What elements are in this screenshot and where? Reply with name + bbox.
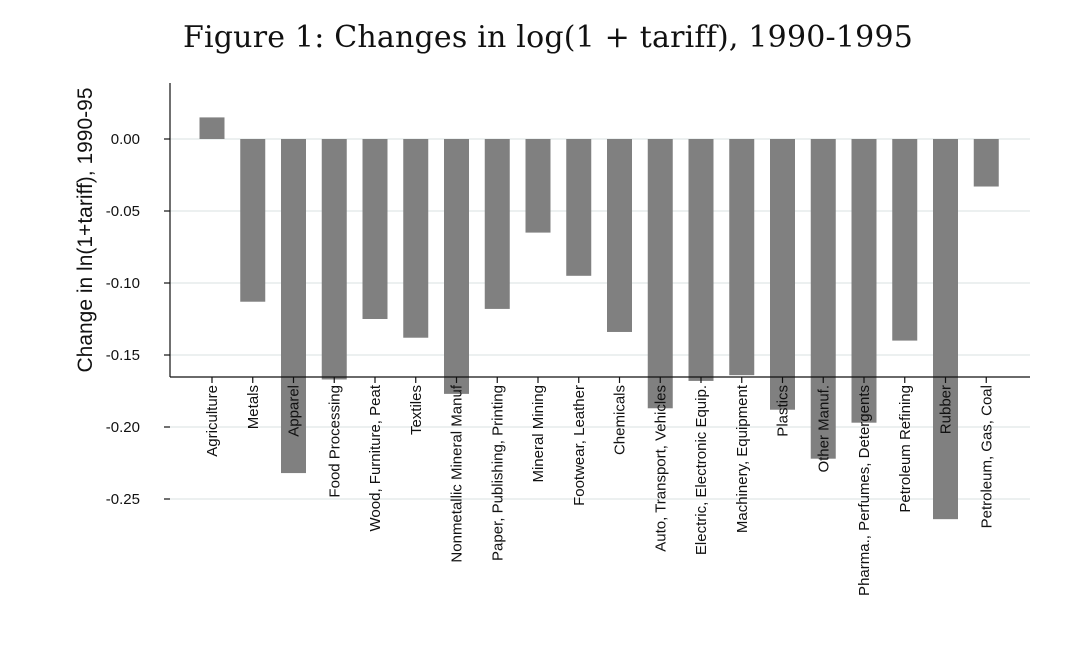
bar: [199, 117, 225, 139]
y-tick-label: 0.00: [111, 131, 140, 148]
bar: [851, 139, 877, 423]
bar: [770, 139, 795, 410]
bar: [729, 139, 755, 376]
bar: [810, 139, 836, 459]
bar: [933, 139, 958, 520]
x-tick-label: Chemicals: [612, 385, 629, 455]
x-tick-label: Petroleum Refining: [897, 385, 914, 513]
bar: [525, 139, 551, 233]
axes: [169, 83, 1030, 378]
y-ticks: 0.00 -0.05 -0.10 -0.15 -0.20 -0.25: [106, 131, 170, 508]
x-tick-label: Electric, Electronic Equip.: [693, 385, 710, 555]
bars: [199, 117, 999, 520]
chart-title: Figure 1: Changes in log(1 + tariff), 19…: [182, 20, 914, 55]
x-tick-label: Apparel: [286, 385, 303, 437]
x-tick-label: Agriculture: [204, 385, 221, 457]
bar: [240, 139, 266, 302]
bar: [444, 139, 469, 394]
x-tick-label: Paper, Publishing, Printing: [489, 385, 506, 561]
x-tick-label: Metals: [245, 385, 262, 429]
y-tick-label: -0.20: [106, 419, 140, 436]
x-tick-label: Pharma., Perfumes, Detergents: [856, 385, 873, 596]
bar: [607, 139, 632, 332]
x-tick-label: Mineral Mining: [530, 385, 547, 483]
y-tick-label: -0.05: [106, 203, 140, 220]
y-tick-label: -0.25: [106, 491, 140, 508]
bar: [281, 139, 306, 474]
x-tick-label: Food Processing: [326, 385, 343, 498]
bar: [403, 139, 429, 338]
x-tick-label: Footwear, Leather: [571, 385, 588, 506]
y-tick-label: -0.10: [106, 275, 140, 292]
x-tick-label: Plastics: [775, 385, 792, 437]
bar: [321, 139, 347, 380]
x-tick-label: Petroleum, Gas, Coal: [978, 385, 995, 528]
grid-lines: [170, 138, 1030, 500]
x-tick-label: Nonmetallic Mineral Manuf: [449, 384, 466, 562]
x-tick-label: Rubber: [938, 385, 955, 434]
y-axis-title: Change in ln(1+tariff), 1990-95: [74, 87, 97, 372]
bar: [688, 139, 714, 381]
x-tick-label: Textiles: [408, 385, 425, 435]
x-tick-label: Auto, Transport, Vehicles: [652, 385, 669, 552]
bar: [973, 139, 999, 187]
bar: [647, 139, 673, 409]
y-tick-label: -0.15: [106, 347, 140, 364]
bar: [566, 139, 592, 276]
bar: [484, 139, 510, 309]
x-tick-label: Machinery, Equipment: [734, 384, 751, 533]
bar: [892, 139, 918, 341]
bar: [362, 139, 388, 319]
x-tick-label: Other Manuf.: [815, 385, 832, 473]
x-tick-label: Wood, Furniture, Peat: [367, 384, 384, 531]
x-tick-labels: Agriculture Metals Apparel Food Processing W…: [204, 377, 995, 596]
